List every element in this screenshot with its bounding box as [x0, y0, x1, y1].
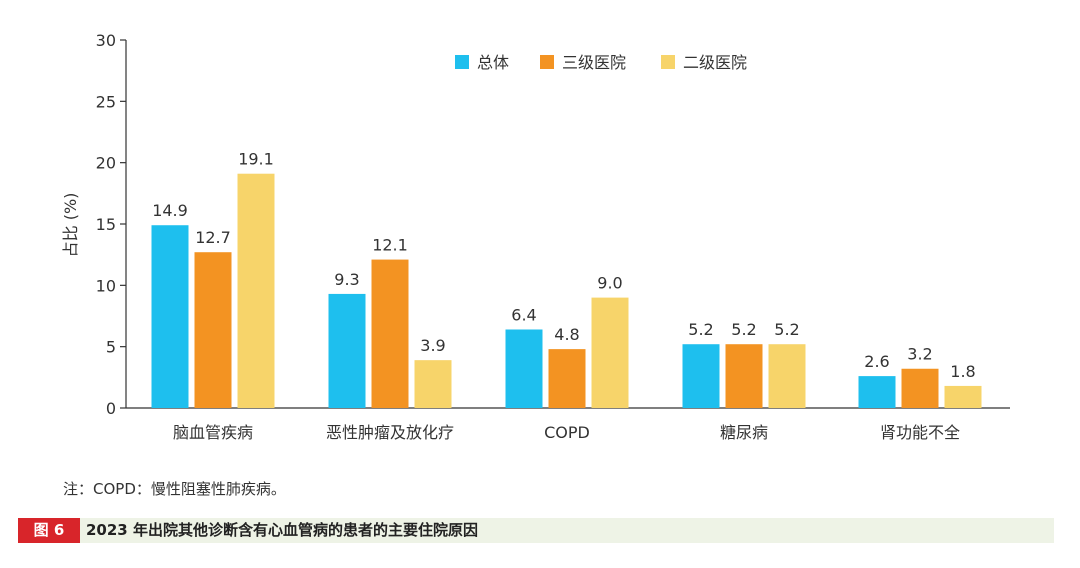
y-tick-label: 20 — [96, 154, 116, 173]
legend-label: 二级医院 — [683, 53, 747, 72]
bar — [505, 329, 543, 408]
bar — [944, 385, 982, 408]
bar-value-label: 9.0 — [597, 274, 622, 293]
bar-value-label: 5.2 — [731, 320, 756, 339]
y-tick-label: 0 — [106, 399, 116, 418]
bar — [858, 376, 896, 408]
y-axis-label: 占比 (%) — [61, 193, 80, 258]
bar — [414, 360, 452, 408]
figure-caption-bar — [18, 518, 1054, 543]
bar-value-label: 2.6 — [864, 352, 889, 371]
legend-swatch — [455, 55, 469, 69]
bar-value-label: 12.1 — [372, 236, 408, 255]
x-tick-label: 脑血管疾病 — [173, 423, 253, 442]
x-axis-ticks: 脑血管疾病 恶性肿瘤及放化疗 COPD 糖尿病 肾功能不全 — [173, 423, 960, 442]
bar-value-label: 6.4 — [511, 305, 536, 324]
bar — [768, 344, 806, 408]
bar-value-label: 19.1 — [238, 150, 274, 169]
legend-swatch — [540, 55, 554, 69]
bar-value-label: 12.7 — [195, 228, 231, 247]
figure-number-tag: 图 6 — [18, 518, 80, 543]
figure-caption: 2023 年出院其他诊断含有心血管病的患者的主要住院原因 — [86, 521, 478, 539]
bar — [591, 297, 629, 408]
y-tick-label: 15 — [96, 215, 116, 234]
bar-value-label: 5.2 — [688, 320, 713, 339]
legend-swatch — [661, 55, 675, 69]
x-tick-label: 恶性肿瘤及放化疗 — [326, 423, 454, 442]
bar — [237, 173, 275, 408]
bar — [682, 344, 720, 408]
bar — [725, 344, 763, 408]
bar-value-label: 1.8 — [950, 362, 975, 381]
bar-value-label: 3.9 — [420, 336, 445, 355]
x-tick-label: 肾功能不全 — [880, 423, 960, 442]
x-tick-label: 糖尿病 — [720, 423, 768, 442]
y-tick-label: 10 — [96, 276, 116, 295]
y-tick-label: 5 — [106, 338, 116, 357]
bar — [194, 252, 232, 408]
bar-value-label: 5.2 — [774, 320, 799, 339]
bar — [328, 293, 366, 408]
chart-bars — [151, 173, 982, 408]
bar-chart: 0 5 10 15 20 25 30 14.9 12.7 19.1 9.3 12.1 3.9 6.4 4.… — [61, 31, 1010, 442]
bar-value-label: 14.9 — [152, 201, 188, 220]
chart-legend: 总体 三级医院 二级医院 — [455, 53, 747, 72]
bar — [371, 259, 409, 408]
bar — [901, 368, 939, 408]
y-tick-label: 30 — [96, 31, 116, 50]
bar-value-label: 9.3 — [334, 270, 359, 289]
bar-value-labels: 14.9 12.7 19.1 9.3 12.1 3.9 6.4 4.8 9.0 5.2 5.2 5.2… — [152, 150, 976, 381]
bar — [151, 225, 189, 408]
bar — [548, 349, 586, 408]
chart-note: 注：COPD：慢性阻塞性肺疾病。 — [63, 480, 286, 498]
x-tick-label: COPD — [544, 423, 590, 442]
y-axis-ticks: 0 5 10 15 20 25 30 — [96, 31, 126, 418]
y-tick-label: 25 — [96, 92, 116, 111]
legend-label: 总体 — [477, 53, 509, 72]
legend-label: 三级医院 — [562, 53, 626, 72]
bar-value-label: 4.8 — [554, 325, 579, 344]
bar-value-label: 3.2 — [907, 345, 932, 364]
